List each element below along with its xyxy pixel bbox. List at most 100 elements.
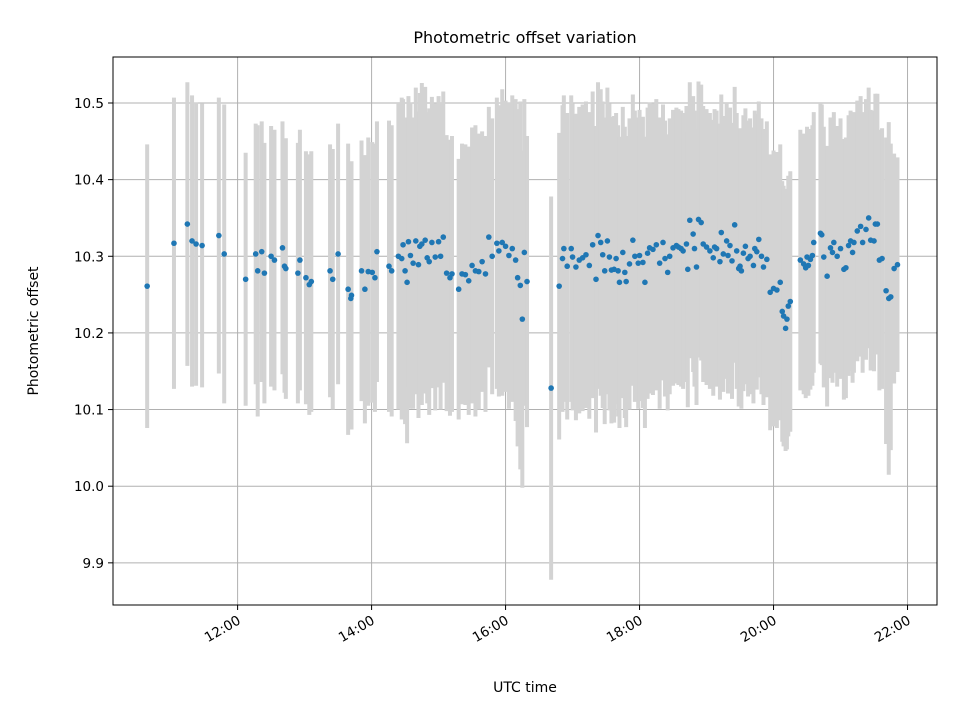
data-point (429, 239, 435, 246)
data-point (561, 245, 567, 252)
data-point (723, 238, 730, 244)
data-point (782, 325, 789, 332)
data-point (613, 255, 619, 262)
data-point (506, 252, 512, 259)
data-point (171, 240, 177, 247)
data-point (432, 254, 439, 260)
data-point (710, 255, 717, 261)
data-point (435, 238, 442, 245)
data-point (564, 263, 571, 270)
y-tick-label: 10.4 (74, 173, 104, 189)
data-point (521, 249, 528, 256)
data-point (834, 253, 840, 260)
data-point (358, 268, 365, 274)
data-point (622, 269, 628, 276)
data-point (374, 248, 380, 255)
data-point (455, 286, 462, 293)
data-point (777, 279, 784, 286)
data-point (758, 253, 765, 260)
data-point (548, 385, 554, 391)
data-point (693, 264, 700, 270)
data-point (586, 262, 593, 269)
data-point (742, 243, 749, 250)
data-point (268, 253, 274, 260)
data-point (660, 239, 666, 246)
data-point (738, 268, 745, 274)
data-point (787, 298, 794, 305)
data-point (486, 234, 492, 240)
data-point (489, 253, 495, 260)
data-point (283, 265, 289, 272)
data-point (747, 253, 753, 260)
data-point (809, 252, 816, 259)
data-point (753, 248, 760, 255)
data-point (810, 239, 817, 246)
data-point (687, 217, 693, 224)
data-point (509, 245, 516, 252)
data-point (261, 270, 268, 276)
data-point (372, 274, 378, 281)
data-point (469, 262, 475, 269)
data-point (820, 254, 827, 260)
data-point (599, 251, 606, 258)
data-point (410, 260, 416, 266)
data-point (216, 232, 222, 239)
data-point (824, 273, 830, 280)
data-point (295, 270, 301, 276)
data-point (437, 253, 444, 260)
data-point (573, 264, 579, 270)
data-point (630, 237, 636, 243)
data-point (604, 238, 611, 244)
data-point (601, 268, 608, 274)
data-point (863, 226, 869, 233)
data-point (329, 276, 336, 283)
data-point (698, 219, 704, 226)
data-point (720, 251, 727, 257)
data-point (398, 255, 405, 262)
data-point (465, 277, 472, 284)
data-point (774, 287, 780, 293)
data-point (400, 241, 406, 248)
data-point (684, 266, 691, 273)
data-point (496, 248, 502, 254)
data-point (388, 268, 395, 274)
data-point (731, 222, 738, 228)
y-tick-label: 10.5 (74, 96, 104, 112)
data-point (426, 258, 433, 265)
data-point (707, 248, 713, 254)
data-point (829, 249, 836, 256)
data-point (327, 268, 333, 274)
data-point (254, 268, 261, 274)
data-point (666, 253, 673, 260)
y-axis-label: Photometric offset (26, 266, 42, 396)
data-point (620, 249, 626, 256)
data-point (827, 245, 834, 251)
data-point (891, 265, 897, 272)
data-point (703, 244, 710, 250)
data-point (851, 239, 857, 246)
data-point (362, 286, 368, 293)
data-point (725, 252, 731, 259)
data-point (199, 242, 205, 249)
data-point (831, 239, 837, 246)
y-tick-label: 10.0 (74, 479, 104, 495)
data-point (750, 262, 757, 269)
data-point (737, 263, 743, 270)
data-point (713, 245, 720, 252)
data-point (616, 279, 623, 286)
data-point (871, 238, 877, 244)
data-point (854, 228, 861, 234)
data-point (680, 248, 686, 254)
data-point (512, 257, 519, 263)
data-point (479, 258, 485, 265)
data-point (499, 239, 506, 246)
plot-frame (112, 56, 938, 606)
data-point (514, 274, 521, 281)
data-point (556, 283, 562, 289)
data-point (184, 221, 191, 227)
data-point (335, 251, 341, 257)
y-tick-label: 10.2 (74, 326, 104, 342)
data-point (845, 242, 852, 249)
data-point (422, 237, 428, 243)
